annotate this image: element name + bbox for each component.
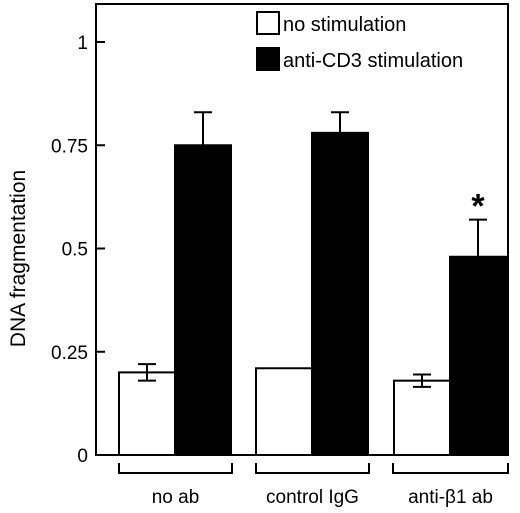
bar-no-stimulation-control-igg bbox=[255, 367, 313, 456]
x-tick-label: control IgG bbox=[266, 487, 359, 508]
bars bbox=[118, 131, 507, 457]
legend-swatch-no-stimulation bbox=[256, 11, 280, 35]
y-tick-label: 0.25 bbox=[51, 343, 88, 364]
legend-swatch-anti-cd3-stimulation bbox=[256, 47, 280, 71]
x-tick-label: anti-β1 ab bbox=[408, 487, 493, 508]
error-bars bbox=[138, 111, 487, 388]
labels: 0 0.25 0.5 0.75 1 DNA fragmentation no ab contr… bbox=[7, 33, 493, 508]
legend: no stimulation anti-CD3 stimulation bbox=[256, 11, 463, 72]
y-tick-label: 0.75 bbox=[51, 136, 88, 157]
legend-label-anti-cd3-stimulation: anti-CD3 stimulation bbox=[283, 50, 463, 72]
x-bracket-no-ab bbox=[118, 463, 233, 474]
x-tick-label: no ab bbox=[152, 487, 200, 508]
y-axis-label: DNA fragmentation bbox=[7, 170, 30, 347]
y-tick-label: 0 bbox=[77, 446, 88, 467]
significance-annotation: * bbox=[471, 188, 485, 226]
bar-no-stimulation-no-ab bbox=[118, 371, 176, 456]
y-tick-label: 0.5 bbox=[62, 240, 88, 261]
bar-anti-cd3-stimulation-control-igg bbox=[311, 131, 369, 457]
x-bracket-anti-1-ab bbox=[392, 463, 509, 474]
x-bracket-control-igg bbox=[255, 463, 370, 474]
x-category-brackets bbox=[118, 463, 509, 474]
bar-anti-cd3-stimulation-anti-1-ab bbox=[449, 255, 507, 457]
y-tick-label: 1 bbox=[77, 33, 88, 54]
bar-no-stimulation-anti-1-ab bbox=[393, 379, 451, 456]
legend-label-no-stimulation: no stimulation bbox=[283, 14, 406, 36]
bar-anti-cd3-stimulation-no-ab bbox=[174, 144, 232, 456]
